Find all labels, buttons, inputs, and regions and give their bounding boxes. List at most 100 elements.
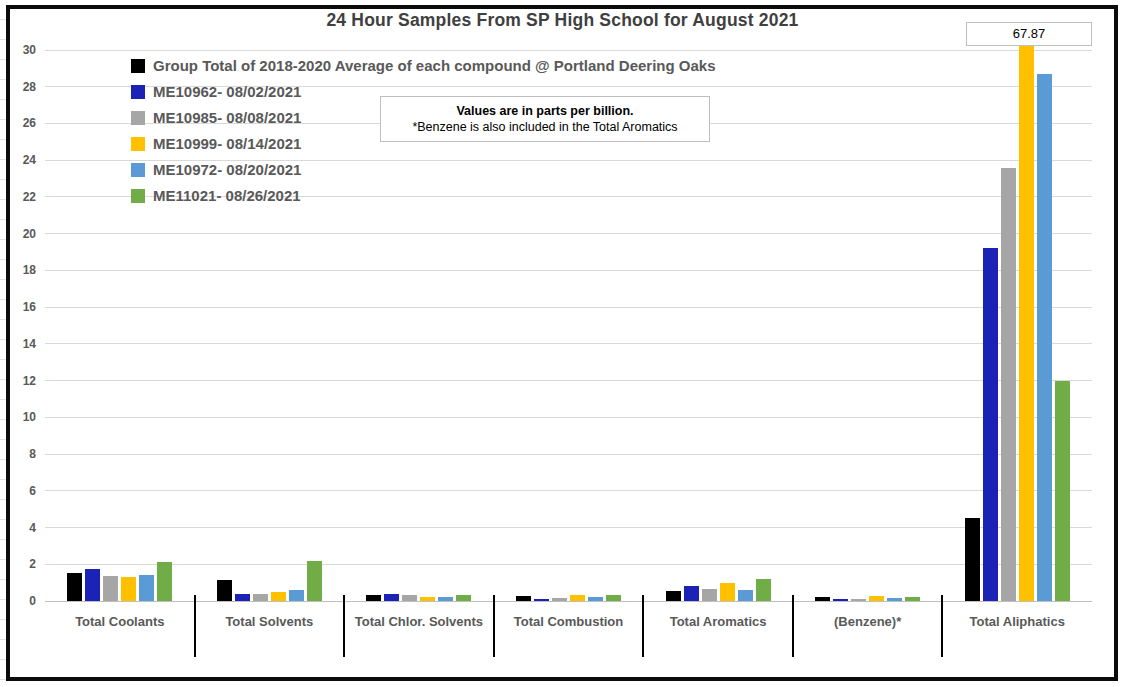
y-axis-tick-label: 12 — [0, 374, 36, 388]
y-axis-tick-label: 18 — [0, 263, 36, 277]
bar — [121, 577, 136, 601]
x-axis-category-label: Total Combustion — [494, 614, 644, 629]
bar — [756, 579, 771, 601]
legend-item: Group Total of 2018-2020 Average of each… — [131, 57, 716, 74]
legend-swatch-icon — [131, 59, 145, 73]
bar — [217, 580, 232, 601]
gridline-0 — [45, 601, 1092, 602]
gridline-20 — [45, 233, 1092, 234]
bar — [456, 595, 471, 601]
units-note-line2: *Benzene is also included in the Total A… — [385, 120, 705, 134]
category-divider — [941, 595, 943, 657]
bar — [103, 576, 118, 601]
y-axis-tick-label: 6 — [0, 484, 36, 498]
category-divider — [642, 595, 644, 657]
x-axis-category-label: Total Aliphatics — [942, 614, 1092, 629]
bar — [402, 595, 417, 601]
bar — [307, 561, 322, 601]
x-axis-category-label: Total Coolants — [45, 614, 195, 629]
x-axis-category-label: (Benzene)* — [793, 614, 943, 629]
legend-swatch-icon — [131, 111, 145, 125]
y-axis-tick-label: 22 — [0, 190, 36, 204]
x-axis-category-label: Total Solvents — [195, 614, 345, 629]
legend-swatch-icon — [131, 137, 145, 151]
units-note-box: Values are in parts per billion. *Benzen… — [380, 96, 710, 142]
y-axis-tick-label: 2 — [0, 557, 36, 571]
bar — [420, 597, 435, 601]
y-axis-tick-label: 28 — [0, 80, 36, 94]
bar — [887, 598, 902, 601]
bar — [570, 595, 585, 601]
x-axis-category-label: Total Chlor. Solvents — [344, 614, 494, 629]
bar — [606, 595, 621, 601]
bar — [534, 599, 549, 601]
legend-label: ME10999- 08/14/2021 — [153, 135, 301, 152]
y-axis-tick-label: 8 — [0, 447, 36, 461]
bar — [384, 594, 399, 601]
bar — [67, 573, 82, 601]
bar — [833, 599, 848, 601]
bar — [438, 597, 453, 601]
category-divider — [792, 595, 794, 657]
bar — [702, 589, 717, 601]
units-note-line1: Values are in parts per billion. — [385, 104, 705, 118]
gridline-10 — [45, 417, 1092, 418]
category-divider — [194, 595, 196, 657]
y-axis-tick-label: 26 — [0, 116, 36, 130]
gridline-18 — [45, 270, 1092, 271]
bar — [851, 599, 866, 601]
bar — [738, 590, 753, 601]
y-axis-tick-label: 10 — [0, 410, 36, 424]
gridline-12 — [45, 380, 1092, 381]
y-axis-tick-label: 4 — [0, 521, 36, 535]
legend-swatch-icon — [131, 163, 145, 177]
legend-swatch-icon — [131, 189, 145, 203]
bar — [720, 583, 735, 601]
bar — [1055, 381, 1070, 601]
bar — [588, 597, 603, 601]
gridline-2 — [45, 564, 1092, 565]
bar — [516, 596, 531, 601]
bar — [139, 575, 154, 601]
bar — [253, 594, 268, 601]
legend-item: ME10972- 08/20/2021 — [131, 161, 716, 178]
bar — [869, 596, 884, 601]
x-axis-category-label: Total Aromatics — [643, 614, 793, 629]
bar — [157, 562, 172, 601]
bar — [289, 590, 304, 601]
category-divider — [493, 595, 495, 657]
bar — [666, 591, 681, 601]
category-divider — [343, 595, 345, 657]
legend-label: ME10972- 08/20/2021 — [153, 161, 301, 178]
legend-label: ME10962- 08/02/2021 — [153, 83, 301, 100]
legend-label: ME10985- 08/08/2021 — [153, 109, 301, 126]
bar — [1019, 45, 1034, 601]
bar — [366, 595, 381, 601]
bar — [905, 597, 920, 601]
gridline-14 — [45, 343, 1092, 344]
gridline-6 — [45, 490, 1092, 491]
bar — [983, 248, 998, 601]
bar — [271, 592, 286, 601]
bar — [552, 598, 567, 601]
gridline-30 — [45, 50, 1092, 51]
gridline-8 — [45, 454, 1092, 455]
bar — [965, 518, 980, 601]
legend-label: ME11021- 08/26/2021 — [153, 187, 301, 204]
y-axis-tick-label: 0 — [0, 594, 36, 608]
bar — [815, 597, 830, 601]
gridline-4 — [45, 527, 1092, 528]
bar — [684, 586, 699, 601]
y-axis-tick-label: 24 — [0, 153, 36, 167]
y-axis-tick-label: 16 — [0, 300, 36, 314]
bar — [85, 569, 100, 601]
y-axis-tick-label: 14 — [0, 337, 36, 351]
legend-swatch-icon — [131, 85, 145, 99]
y-axis-tick-label: 20 — [0, 227, 36, 241]
bar — [235, 594, 250, 601]
legend-label: Group Total of 2018-2020 Average of each… — [153, 57, 716, 74]
bar — [1001, 168, 1016, 601]
clipped-bar-value-label: 67.87 — [966, 22, 1092, 46]
gridline-16 — [45, 307, 1092, 308]
bar — [1037, 74, 1052, 601]
